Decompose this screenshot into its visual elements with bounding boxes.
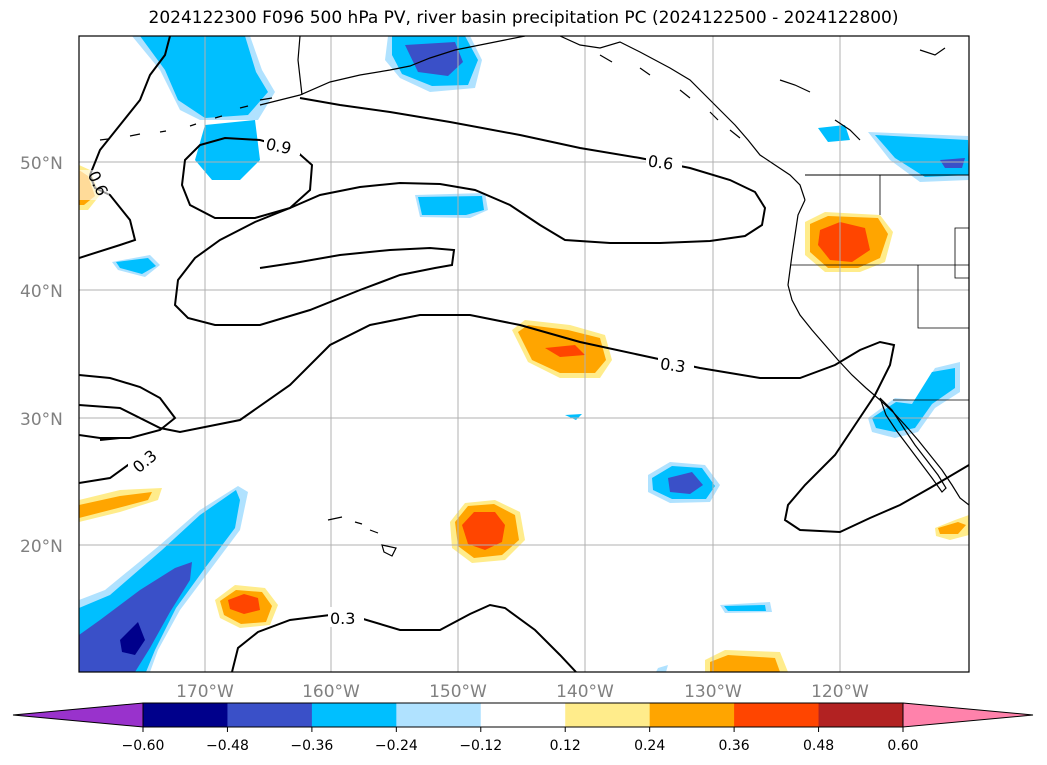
colorbar-over-triangle xyxy=(902,702,1034,728)
map-title: 2024122300 F096 500 hPa PV, river basin … xyxy=(148,8,899,28)
plot-frame xyxy=(78,35,970,673)
contour-label-09: 0.9 xyxy=(264,134,293,158)
coastlines xyxy=(99,36,969,557)
colorbar-tick-label-9: 0.60 xyxy=(887,738,918,754)
colorbar-tick-label-7: 0.36 xyxy=(719,738,750,754)
colorbar-under-triangle xyxy=(12,702,144,728)
graticule xyxy=(79,36,969,672)
colorbar-bin-8 xyxy=(818,703,904,727)
lat-label-40n: 40°N xyxy=(20,282,63,302)
colorbar-bin-0 xyxy=(143,703,228,727)
lat-label-50n: 50°N xyxy=(20,154,63,174)
lon-label-160w: 160°W xyxy=(302,682,360,702)
colorbar-tick-label-8: 0.48 xyxy=(803,738,834,754)
lat-label-20n: 20°N xyxy=(20,537,63,557)
colorbar: −0.60 −0.48 −0.36 −0.24 −0.12 0.12 0.24 0.36 0.4… xyxy=(12,702,1034,754)
colorbar-bin-5 xyxy=(565,703,651,727)
colorbar-tick-label-3: −0.24 xyxy=(375,738,418,754)
contour-label-06-east: 0.6 xyxy=(647,151,675,173)
contour-label-03-east: 0.3 xyxy=(659,354,687,376)
colorbar-bin-3 xyxy=(396,703,482,727)
lon-label-170w: 170°W xyxy=(176,682,234,702)
colorbar-tick-label-5: 0.12 xyxy=(550,738,581,754)
colorbar-tick-label-4: −0.12 xyxy=(459,738,502,754)
lon-label-150w: 150°W xyxy=(429,682,487,702)
lon-labels: 170°W 160°W 150°W 140°W 130°W 120°W xyxy=(176,682,869,702)
pv-contours xyxy=(79,36,969,672)
contour-label-03-south: 0.3 xyxy=(330,609,355,628)
colorbar-bin-1 xyxy=(227,703,313,727)
lat-label-30n: 30°N xyxy=(20,410,63,430)
colorbar-bin-2 xyxy=(311,703,397,727)
colorbar-ticks: −0.60 −0.48 −0.36 −0.24 −0.12 0.12 0.24 0.36 0.4… xyxy=(122,727,919,754)
colorbar-bins xyxy=(143,703,904,727)
colorbar-tick-label-1: −0.48 xyxy=(206,738,249,754)
lon-label-120w: 120°W xyxy=(811,682,869,702)
lon-label-140w: 140°W xyxy=(556,682,614,702)
lat-labels: 50°N 40°N 30°N 20°N xyxy=(20,154,63,557)
lon-label-130w: 130°W xyxy=(684,682,742,702)
negative-precip-shading xyxy=(79,36,969,672)
colorbar-tick-label-2: −0.36 xyxy=(290,738,333,754)
colorbar-tick-label-0: −0.60 xyxy=(122,738,165,754)
colorbar-bin-6 xyxy=(649,703,735,727)
colorbar-bin-7 xyxy=(734,703,820,727)
colorbar-frame xyxy=(142,702,904,728)
plot-area: 0.9 0.6 0.6 0.3 0.3 0.3 xyxy=(79,36,969,672)
colorbar-tick-label-6: 0.24 xyxy=(634,738,665,754)
colorbar-bin-4 xyxy=(480,703,566,727)
